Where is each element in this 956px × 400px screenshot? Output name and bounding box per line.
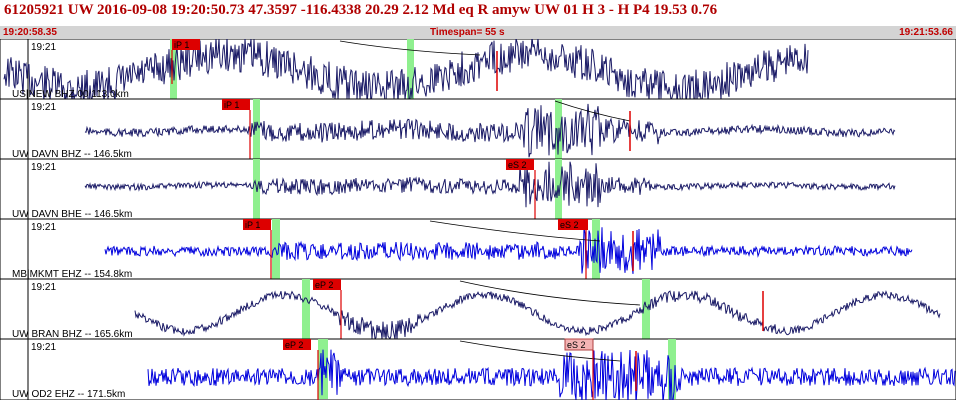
pick-window xyxy=(592,219,600,279)
station-label: US|NEW BHZ 00 113.0km xyxy=(12,89,129,100)
event-header: 61205921 UW 2016-09-08 19:20:50.73 47.35… xyxy=(0,0,956,26)
pick-marker[interactable] xyxy=(283,339,311,350)
pick-label: eS 2 xyxy=(567,340,586,350)
trace-time-label: 19:21 xyxy=(31,282,56,293)
pick-label: eS 2 xyxy=(560,220,579,230)
pick-marker[interactable] xyxy=(313,279,341,290)
panel-frame xyxy=(0,158,956,220)
pick-window xyxy=(642,279,650,339)
station-label: UW BRAN BHZ -- 165.6km xyxy=(12,329,133,340)
event-summary: 61205921 UW 2016-09-08 19:20:50.73 47.35… xyxy=(4,2,718,18)
panel-frame xyxy=(0,98,956,160)
travel-time-curve xyxy=(339,40,481,56)
trace-panel[interactable]: eP 2 19:21 UW BRAN BHZ -- 165.6km xyxy=(0,278,956,341)
waveform xyxy=(147,349,956,400)
waveform xyxy=(104,227,913,274)
pick-label: iP 1 xyxy=(224,100,239,110)
pick-marker[interactable] xyxy=(564,338,594,351)
trace-panel[interactable]: iP 1 19:21 UW DAVN BHZ -- 146.5km xyxy=(0,98,956,160)
station-label: UW DAVN BHZ -- 146.5km xyxy=(12,149,132,160)
trace-time-label: 19:21 xyxy=(31,222,56,233)
pick-marker[interactable] xyxy=(506,159,534,170)
pick-label: eS 2 xyxy=(508,160,527,170)
end-time: 19:21:53.66 xyxy=(899,27,953,38)
trace-time-label: 19:21 xyxy=(31,102,56,113)
station-label: MB|MKMT EHZ -- 154.8km xyxy=(12,269,132,280)
pick-window xyxy=(302,279,310,339)
waveform xyxy=(3,39,809,106)
travel-time-curve xyxy=(459,340,621,362)
pick-label: eP 2 xyxy=(285,340,303,350)
waveform xyxy=(84,103,896,158)
travel-time-curve xyxy=(554,100,631,122)
pick-label: iP 1 xyxy=(245,220,260,230)
pick-window xyxy=(407,39,414,99)
travel-time-curve xyxy=(429,220,601,242)
station-label: UW DAVN BHE -- 146.5km xyxy=(12,209,132,220)
waveform xyxy=(134,290,941,341)
pick-marker[interactable] xyxy=(243,219,271,230)
timespan: Timespan= 55 s xyxy=(430,27,505,38)
trace-time-label: 19:21 xyxy=(31,162,56,173)
trace-panel[interactable]: iP 1 19:21 US|NEW BHZ 00 113.0km xyxy=(0,39,956,106)
trace-time-label: 19:21 xyxy=(31,342,56,353)
pick-window xyxy=(668,339,676,399)
trace-time-label: 19:21 xyxy=(31,42,56,53)
seismogram-panels: iP 1 19:21 US|NEW BHZ 00 113.0km iP 1 19… xyxy=(0,39,956,400)
pick-marker[interactable] xyxy=(222,99,250,110)
pick-label: eP 2 xyxy=(315,280,333,290)
trace-panel[interactable]: iP 1 eS 2 19:21 MB|MKMT EHZ -- 154.8km xyxy=(0,218,956,280)
travel-time-curve xyxy=(459,280,641,306)
waveform xyxy=(84,161,896,208)
pick-marker[interactable] xyxy=(558,219,588,230)
panel-frame xyxy=(0,278,956,340)
trace-panel[interactable]: eP 2 eS 2 19:21 UW OD2 EHZ -- 171.5km xyxy=(0,338,956,400)
pick-label: iP 1 xyxy=(174,40,189,50)
trace-panel[interactable]: eS 2 19:21 UW DAVN BHE -- 146.5km xyxy=(0,158,956,220)
panel-frame xyxy=(0,39,956,100)
start-time: 19:20:58.35 xyxy=(3,27,57,38)
station-label: UW OD2 EHZ -- 171.5km xyxy=(12,389,125,400)
time-bar: 19:20:58.35 Timespan= 55 s 19:21:53.66 xyxy=(0,26,956,39)
pick-marker[interactable] xyxy=(172,39,200,50)
